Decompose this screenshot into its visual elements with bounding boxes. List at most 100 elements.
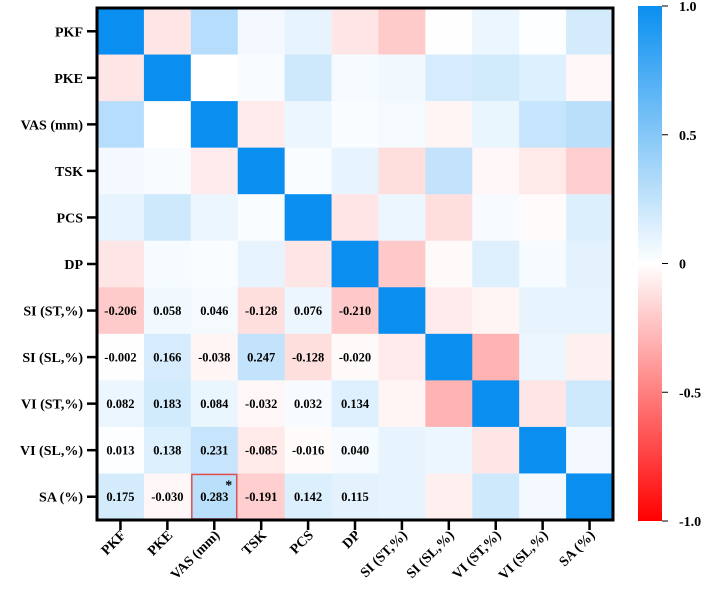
heatmap-cell	[378, 380, 426, 428]
heatmap-cell	[425, 287, 473, 335]
heatmap-cell	[425, 194, 473, 242]
y-tick-label: SI (SL,%)	[22, 351, 83, 366]
heatmap-cell	[331, 473, 379, 521]
heatmap-cell	[143, 426, 192, 474]
heatmap-cell	[97, 333, 145, 381]
heatmap-cell	[378, 287, 426, 335]
heatmap-cell	[472, 101, 520, 149]
colorbar: 1.0 0.5 0 -0.5 -1.0	[638, 0, 701, 530]
cell-value-label: 0.183	[153, 397, 181, 411]
heatmap-cell	[519, 473, 567, 521]
heatmap-cell	[331, 101, 379, 149]
cell-value-label: 0.040	[341, 444, 369, 458]
heatmap-cell	[237, 426, 286, 474]
cell-value-label: -0.128	[245, 304, 277, 318]
heatmap-cell	[472, 240, 520, 288]
x-tick-label: VAS (mm)	[168, 528, 223, 583]
heatmap-cell	[425, 240, 473, 288]
heatmap-cell	[519, 240, 567, 288]
significance-asterisk: *	[225, 478, 232, 493]
cell-value-label: 0.247	[247, 351, 275, 365]
heatmap-cell	[519, 333, 567, 381]
heatmap-cell	[566, 54, 614, 102]
x-tick-label: DP	[340, 528, 364, 552]
heatmap-cell	[472, 8, 520, 56]
heatmap-cell	[237, 194, 286, 242]
heatmap-cell	[190, 194, 239, 242]
heatmap-cell	[190, 240, 239, 288]
heatmap-cell	[566, 473, 614, 521]
heatmap-cell	[378, 147, 426, 195]
heatmap-cell	[143, 240, 192, 288]
heatmap-cell	[378, 8, 426, 56]
heatmap-cell	[378, 194, 426, 242]
y-tick-label: VI (ST,%)	[21, 398, 83, 413]
y-tick-label: DP	[64, 258, 83, 273]
heatmap-cell	[190, 426, 239, 474]
heatmap-cell	[190, 54, 239, 102]
heatmap-cell	[566, 287, 614, 335]
cell-value-label: 0.142	[294, 490, 322, 504]
heatmap-cell	[237, 54, 286, 102]
heatmap-cell	[237, 473, 286, 521]
heatmap-cell	[472, 473, 520, 521]
cell-value-label: -0.030	[151, 490, 183, 504]
x-tick-label: TSK	[240, 528, 270, 558]
heatmap-cell	[143, 54, 192, 102]
heatmap-cell	[331, 147, 379, 195]
cell-value-label: 0.134	[341, 397, 370, 411]
y-tick-label: SA (%)	[39, 491, 83, 506]
heatmap-cell	[237, 333, 286, 381]
y-tick-label: PKF	[55, 25, 83, 40]
cell-value-label: 0.058	[153, 304, 181, 318]
heatmap-cell	[425, 473, 473, 521]
heatmap-cell	[566, 194, 614, 242]
cell-value-label: -0.032	[245, 397, 277, 411]
cell-value-label: -0.085	[245, 444, 277, 458]
heatmap-cell	[284, 473, 333, 521]
x-tick-label: PKF	[99, 528, 129, 558]
cell-value-label: 0.166	[153, 351, 181, 365]
heatmap-cell	[143, 194, 192, 242]
heatmap-cell	[143, 287, 192, 335]
heatmap-cell	[190, 101, 239, 149]
cell-value-label: 0.283	[200, 490, 228, 504]
cell-value-label: -0.128	[292, 351, 324, 365]
heatmap-cell	[519, 101, 567, 149]
heatmap-cell	[331, 333, 379, 381]
y-tick-label: VAS (mm)	[21, 118, 84, 133]
y-tick-label: PKE	[54, 72, 83, 87]
cell-value-label: 0.013	[106, 444, 134, 458]
heatmap-cell	[472, 194, 520, 242]
heatmap-cell	[237, 240, 286, 288]
heatmap-cell	[284, 240, 333, 288]
heatmap-cell	[143, 8, 192, 56]
cell-value-label: 0.175	[106, 490, 134, 504]
heatmap-cell	[190, 287, 239, 335]
heatmap-cell	[97, 426, 145, 474]
heatmap-cell	[425, 380, 473, 428]
heatmap-cell	[566, 101, 614, 149]
heatmap-cell	[331, 8, 379, 56]
heatmap-cell	[519, 8, 567, 56]
heatmap-cell	[190, 8, 239, 56]
heatmap-cell	[237, 380, 286, 428]
heatmap-cell	[519, 147, 567, 195]
heatmap-cell	[97, 287, 145, 335]
cell-value-label: 0.138	[153, 444, 181, 458]
cell-value-label: 0.231	[200, 444, 228, 458]
heatmap-cell	[378, 101, 426, 149]
heatmap-cell	[284, 380, 333, 428]
colorbar-gradient	[638, 6, 662, 521]
colorbar-tick-label: 1.0	[679, 0, 697, 15]
x-tick-label: VI (SL,%)	[496, 528, 551, 583]
cell-value-label: -0.020	[339, 351, 371, 365]
heatmap-cell	[331, 287, 379, 335]
heatmap-cell	[190, 333, 239, 381]
heatmap-cell-labels: -0.206 0.058 0.046 -0.128 0.076 -0.210 -0.002 0…	[104, 304, 371, 504]
heatmap-cell	[284, 194, 333, 242]
heatmap-cell	[425, 101, 473, 149]
cell-value-label: 0.032	[294, 397, 322, 411]
heatmap-cell	[425, 333, 473, 381]
